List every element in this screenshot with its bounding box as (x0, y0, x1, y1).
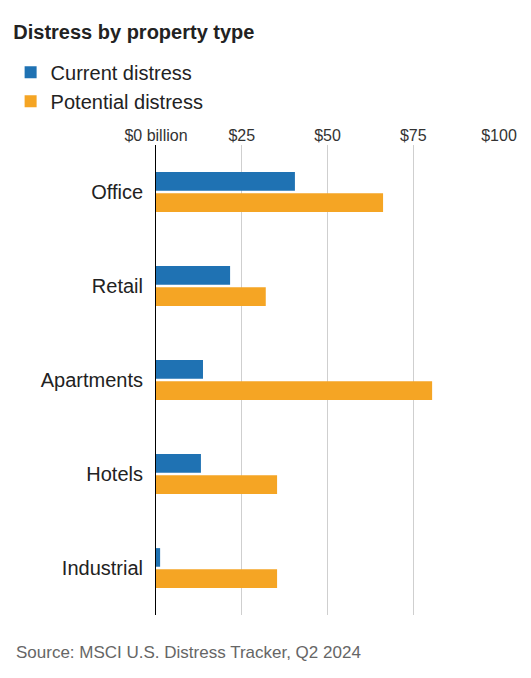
svg-text:$100: $100 (481, 127, 517, 144)
svg-text:$25: $25 (228, 127, 255, 144)
svg-text:Potential distress: Potential distress (51, 91, 203, 113)
svg-text:Office: Office (91, 181, 143, 203)
svg-text:$50: $50 (314, 127, 341, 144)
svg-text:Source: MSCI U.S. Distress Tra: Source: MSCI U.S. Distress Tracker, Q2 2… (16, 643, 361, 662)
svg-text:Apartments: Apartments (41, 369, 143, 391)
svg-text:Hotels: Hotels (86, 463, 143, 485)
svg-text:Industrial: Industrial (62, 557, 143, 579)
svg-text:$0 billion: $0 billion (124, 127, 187, 144)
svg-text:Retail: Retail (92, 275, 143, 297)
svg-text:$75: $75 (400, 127, 427, 144)
svg-text:Distress by property type: Distress by property type (13, 21, 254, 43)
svg-text:Current distress: Current distress (51, 62, 192, 84)
